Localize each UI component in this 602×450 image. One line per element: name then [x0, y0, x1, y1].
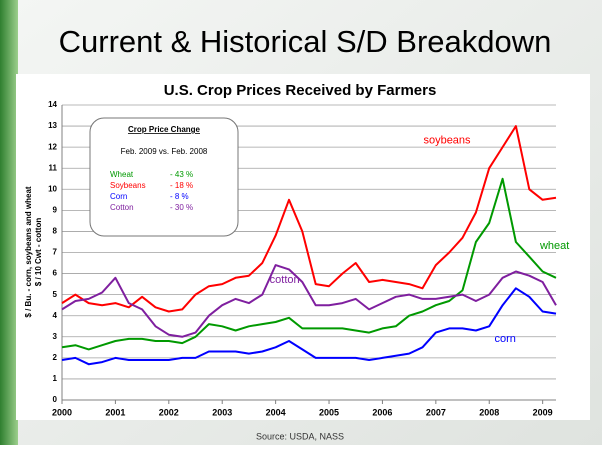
inset-box — [89, 117, 239, 237]
y-tick-label: 3 — [53, 332, 58, 341]
y-axis-label: $ / 10 Cwt - cotton — [34, 218, 43, 287]
x-tick-label: 2009 — [533, 407, 553, 417]
x-tick-label: 2000 — [52, 407, 72, 417]
x-tick-label: 2002 — [159, 407, 179, 417]
slide-title: Current & Historical S/D Breakdown — [59, 24, 552, 59]
series-label: soybeans — [423, 135, 471, 147]
series-line — [61, 287, 557, 366]
y-tick-label: 12 — [48, 142, 57, 151]
y-tick-label: 9 — [53, 205, 58, 214]
series-line — [61, 177, 557, 351]
slide-band — [0, 0, 18, 445]
x-tick-label: 2004 — [266, 407, 286, 417]
series-label: wheat — [539, 240, 569, 252]
inset-row-change: - 8 % — [170, 192, 189, 201]
inset-row-change: - 18 % — [170, 181, 193, 190]
inset-subtitle: Feb. 2009 vs. Feb. 2008 — [121, 147, 208, 156]
y-tick-label: 1 — [53, 374, 58, 383]
y-tick-label: 2 — [53, 353, 58, 362]
y-tick-label: 0 — [53, 395, 58, 404]
y-tick-label: 11 — [49, 163, 58, 172]
y-tick-label: 8 — [53, 227, 58, 236]
x-tick-label: 2003 — [212, 407, 232, 417]
inset-row-name: Wheat — [110, 170, 134, 179]
inset-row-change: - 30 % — [170, 203, 193, 212]
series-line — [61, 125, 557, 313]
x-tick-label: 2005 — [319, 407, 339, 417]
y-tick-label: 4 — [53, 311, 58, 320]
x-tick-label: 2006 — [372, 407, 392, 417]
series-label: cotton — [270, 274, 300, 286]
x-tick-label: 2001 — [105, 407, 125, 417]
series-label: corn — [495, 333, 516, 345]
y-tick-label: 14 — [48, 100, 57, 109]
y-axis-label: $ / Bu. - corn, soybeans and wheat — [24, 186, 33, 317]
source: Source: USDA, NASS — [256, 431, 344, 441]
chart-title: U.S. Crop Prices Received by Farmers — [164, 82, 437, 99]
inset-row-name: Soybeans — [110, 181, 146, 190]
series-line — [61, 264, 557, 338]
inset-row-name: Cotton — [110, 203, 134, 212]
x-tick-label: 2008 — [479, 407, 499, 417]
inset-title: Crop Price Change — [128, 125, 201, 134]
x-tick-label: 2007 — [426, 407, 446, 417]
inset-row-change: - 43 % — [170, 170, 193, 179]
y-tick-label: 6 — [53, 269, 58, 278]
y-tick-label: 7 — [53, 248, 58, 257]
y-tick-label: 10 — [48, 184, 57, 193]
y-tick-label: 13 — [48, 121, 57, 130]
inset-row-name: Corn — [110, 192, 127, 201]
y-tick-label: 5 — [53, 290, 58, 299]
